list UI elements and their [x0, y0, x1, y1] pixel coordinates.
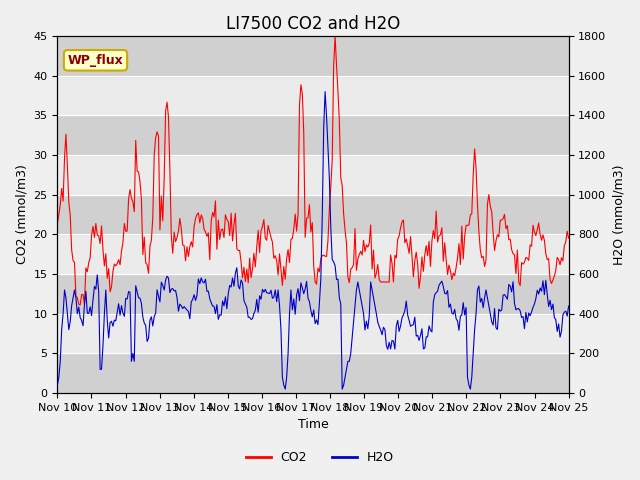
Title: LI7500 CO2 and H2O: LI7500 CO2 and H2O [226, 15, 400, 33]
Bar [58, 353, 568, 393]
Bar [58, 155, 568, 195]
Y-axis label: H2O (mmol/m3): H2O (mmol/m3) [612, 164, 625, 265]
Bar [58, 115, 568, 155]
Bar [58, 195, 568, 234]
X-axis label: Time: Time [298, 419, 328, 432]
Bar [58, 274, 568, 314]
Text: WP_flux: WP_flux [68, 54, 124, 67]
Bar [58, 234, 568, 274]
Bar [58, 76, 568, 115]
Y-axis label: CO2 (mmol/m3): CO2 (mmol/m3) [15, 165, 28, 264]
Bar [58, 314, 568, 353]
Legend: CO2, H2O: CO2, H2O [241, 446, 399, 469]
Bar [58, 36, 568, 76]
